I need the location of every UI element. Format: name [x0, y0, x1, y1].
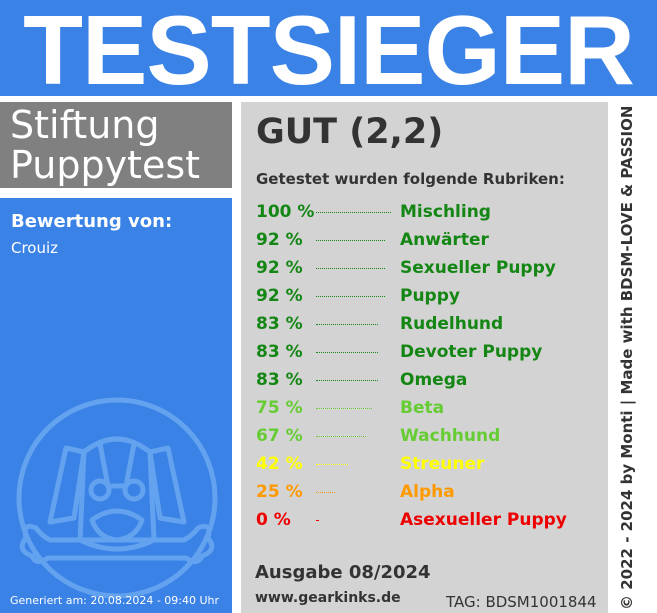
category-score-bar	[316, 352, 378, 353]
generated-timestamp: Generiert am: 20.08.2024 - 09:40 Uhr	[10, 594, 220, 607]
category-score-bar	[316, 492, 335, 493]
banner-title: TESTSIEGER	[23, 0, 635, 105]
category-name: Anwärter	[400, 230, 489, 250]
rating-user: Crouiz	[11, 239, 59, 257]
category-row: 25 % Alpha	[256, 480, 596, 508]
category-row: 42 % Streuner	[256, 452, 596, 480]
category-percent: 92 %	[256, 258, 303, 278]
category-percent: 92 %	[256, 286, 303, 306]
copyright-vertical: © 2022 - 2024 by Monti | Made with BDSM-…	[618, 105, 636, 610]
category-score-bar	[316, 436, 366, 437]
category-score-bar	[316, 268, 385, 269]
category-row: 92 % Puppy	[256, 284, 596, 312]
category-row: 67 % Wachhund	[256, 424, 596, 452]
category-row: 83 % Omega	[256, 368, 596, 396]
category-row: 92 % Anwärter	[256, 228, 596, 256]
category-row: 83 % Rudelhund	[256, 312, 596, 340]
category-row: 100 % Mischling	[256, 200, 596, 228]
rating-label: Bewertung von:	[11, 211, 173, 232]
tag-id: TAG: BDSM1001844	[446, 593, 597, 611]
category-name: Puppy	[400, 286, 460, 306]
category-score-bar	[316, 380, 378, 381]
category-percent: 83 %	[256, 342, 303, 362]
category-row: 0 % Asexueller Puppy	[256, 508, 596, 536]
category-score-bar	[316, 296, 385, 297]
category-percent: 100 %	[256, 202, 315, 222]
category-percent: 67 %	[256, 426, 303, 446]
category-percent: 83 %	[256, 314, 303, 334]
category-percent: 0 %	[256, 510, 291, 530]
category-name: Wachhund	[400, 426, 501, 446]
category-name: Omega	[400, 370, 468, 390]
category-percent: 83 %	[256, 370, 303, 390]
category-score-bar	[316, 408, 372, 409]
category-name: Streuner	[400, 454, 485, 474]
tested-categories-label: Getestet wurden folgende Rubriken:	[256, 170, 565, 188]
puppy-mask-bone-icon	[16, 397, 218, 599]
category-score-bar	[316, 240, 385, 241]
category-score-bar	[316, 464, 348, 465]
category-name: Alpha	[400, 482, 455, 502]
category-row: 83 % Devoter Puppy	[256, 340, 596, 368]
result-panel	[241, 102, 608, 613]
category-row: 92 % Sexueller Puppy	[256, 256, 596, 284]
website-link[interactable]: www.gearkinks.de	[255, 590, 401, 606]
category-score-bar	[316, 212, 391, 213]
category-percent: 75 %	[256, 398, 303, 418]
category-name: Mischling	[400, 202, 491, 222]
category-score-bar	[316, 520, 318, 521]
org-name-line1: Stiftung	[10, 103, 160, 147]
category-name: Asexueller Puppy	[400, 510, 567, 530]
category-name: Beta	[400, 398, 445, 418]
category-name: Devoter Puppy	[400, 342, 543, 362]
issue-label: Ausgabe 08/2024	[255, 562, 431, 583]
category-score-bar	[316, 324, 378, 325]
org-name-line2: Puppytest	[10, 143, 201, 187]
category-percent: 42 %	[256, 454, 303, 474]
category-percent: 92 %	[256, 230, 303, 250]
org-box	[0, 102, 232, 188]
rating-panel	[0, 198, 232, 613]
grade-title: GUT (2,2)	[256, 112, 444, 152]
category-name: Sexueller Puppy	[400, 258, 556, 278]
category-name: Rudelhund	[400, 314, 504, 334]
header-banner: TESTSIEGER	[0, 0, 657, 105]
category-percent: 25 %	[256, 482, 303, 502]
category-row: 75 % Beta	[256, 396, 596, 424]
